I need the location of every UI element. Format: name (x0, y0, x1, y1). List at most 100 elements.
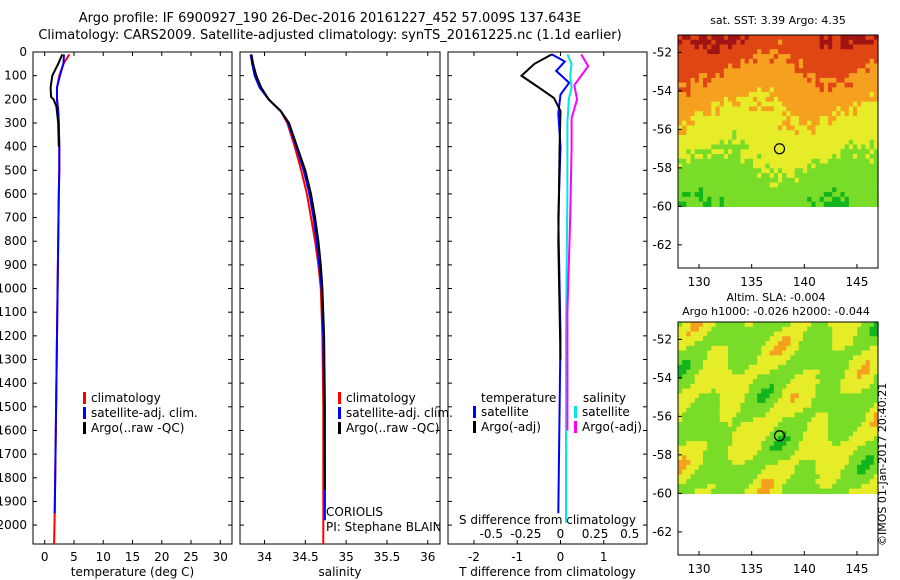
sla-map-cell (790, 326, 796, 333)
sst-map-cell (682, 201, 687, 207)
sst-map-cell (782, 196, 787, 203)
sst-map-cell (682, 192, 687, 198)
sst-map-cell (819, 58, 825, 65)
sst-map-cell (761, 134, 767, 141)
sla-map-cell (869, 369, 875, 375)
sla-map-cell (711, 469, 717, 475)
sst-map-cell (711, 120, 717, 127)
sst-map-cell (736, 82, 742, 88)
sla-map-cell (798, 431, 804, 437)
sst-map-cell (832, 201, 837, 207)
sla-map-cell (778, 436, 783, 442)
sst-map-cell (694, 77, 700, 84)
sla-map-cell (744, 421, 750, 428)
sla-map-cell (686, 474, 692, 480)
sla-map-cell (753, 331, 758, 337)
x-tick-label: 30 (213, 550, 228, 564)
sst-map-cell (682, 106, 687, 112)
y-tick-label: 1300 (0, 353, 27, 367)
sst-map-cell (753, 192, 758, 198)
sst-map-cell (803, 139, 808, 146)
sst-map-cell (786, 44, 792, 50)
sst-map-cell (678, 35, 683, 41)
sst-map-cell (798, 144, 804, 150)
sla-map-cell (778, 450, 783, 456)
sla-map-cell (823, 388, 829, 395)
sla-map-cell (832, 364, 837, 371)
sla-map-cell (869, 445, 875, 452)
sla-map-cell (719, 393, 725, 399)
sla-map-cell (765, 322, 771, 328)
sst-map-cell (861, 149, 867, 155)
sla-map-cell (694, 469, 700, 475)
sla-map-cell (694, 398, 700, 404)
sla-map-cell (715, 364, 721, 371)
sla-map-cell (786, 355, 792, 361)
sla-map-cell (715, 360, 721, 366)
sst-map-cell (740, 77, 746, 84)
sla-map-cell (786, 331, 792, 337)
sla-map-cell (819, 417, 825, 423)
sst-map-cell (719, 139, 725, 146)
sst-map-cell (723, 192, 729, 198)
sst-map-cell (853, 96, 858, 103)
sla-map-cell (761, 336, 767, 342)
sst-map-cell (707, 192, 712, 198)
sla-map-cell (869, 336, 875, 342)
sla-map-cell (707, 331, 712, 337)
sla-map-cell (819, 488, 825, 494)
sst-map-cell (798, 92, 804, 98)
y-tick-label: 800 (4, 234, 27, 248)
sla-map-cell (769, 460, 775, 466)
sst-map-cell (773, 130, 779, 136)
sla-map-cell (873, 326, 879, 333)
sst-map-cell (857, 139, 862, 146)
sla-map-cell (840, 388, 846, 395)
sla-map-cell (823, 383, 829, 390)
sst-map-cell (698, 58, 704, 65)
sla-map-cell (715, 402, 721, 409)
sst-map-cell (698, 77, 704, 84)
pi-annotation: PI: Stephane BLAIN (326, 520, 442, 534)
sla-map-cell (840, 450, 846, 456)
sla-map-cell (836, 464, 842, 471)
sst-map-cell (836, 77, 842, 84)
sst-map-cell (869, 125, 875, 131)
sla-map-cell (748, 412, 754, 418)
sla-map-cell (740, 402, 746, 409)
sst-map-cell (698, 111, 704, 117)
sst-map-cell (778, 158, 783, 165)
sla-map-cell (840, 341, 846, 347)
sst-map-cell (703, 73, 708, 79)
sst-map-cell (773, 54, 779, 60)
sst-map-cell (844, 158, 850, 165)
sla-map-cell (832, 445, 837, 452)
y-tick-label: 200 (4, 92, 27, 106)
sla-map-cell (865, 488, 871, 494)
sla-map-cell (865, 445, 871, 452)
sst-map-cell (803, 49, 808, 55)
sst-map-cell (840, 154, 846, 160)
sst-map-cell (698, 182, 704, 188)
sla-map-cell (773, 341, 779, 347)
sla-map-cell (773, 455, 779, 461)
sst-map-cell (790, 177, 796, 184)
sst-map-cell (794, 187, 800, 193)
sla-map-cell (828, 417, 833, 423)
sst-map-cell (690, 144, 696, 150)
sla-map-cell (807, 426, 812, 433)
sla-map-cell (790, 322, 796, 328)
sla-map-cell (828, 431, 833, 437)
sst-map-cell (815, 163, 821, 169)
sla-map-cell (778, 350, 783, 356)
sst-map-cell (723, 54, 729, 60)
sst-map-cell (803, 58, 808, 65)
sla-map-cell (823, 369, 829, 375)
sst-map-cell (840, 144, 846, 150)
sst-map-cell (861, 196, 867, 203)
sla-map-cell (869, 398, 875, 404)
sla-map-cell (698, 431, 704, 437)
sst-map-cell (678, 82, 683, 88)
sla-map-cell (736, 383, 742, 390)
sst-map-cell (786, 77, 792, 84)
